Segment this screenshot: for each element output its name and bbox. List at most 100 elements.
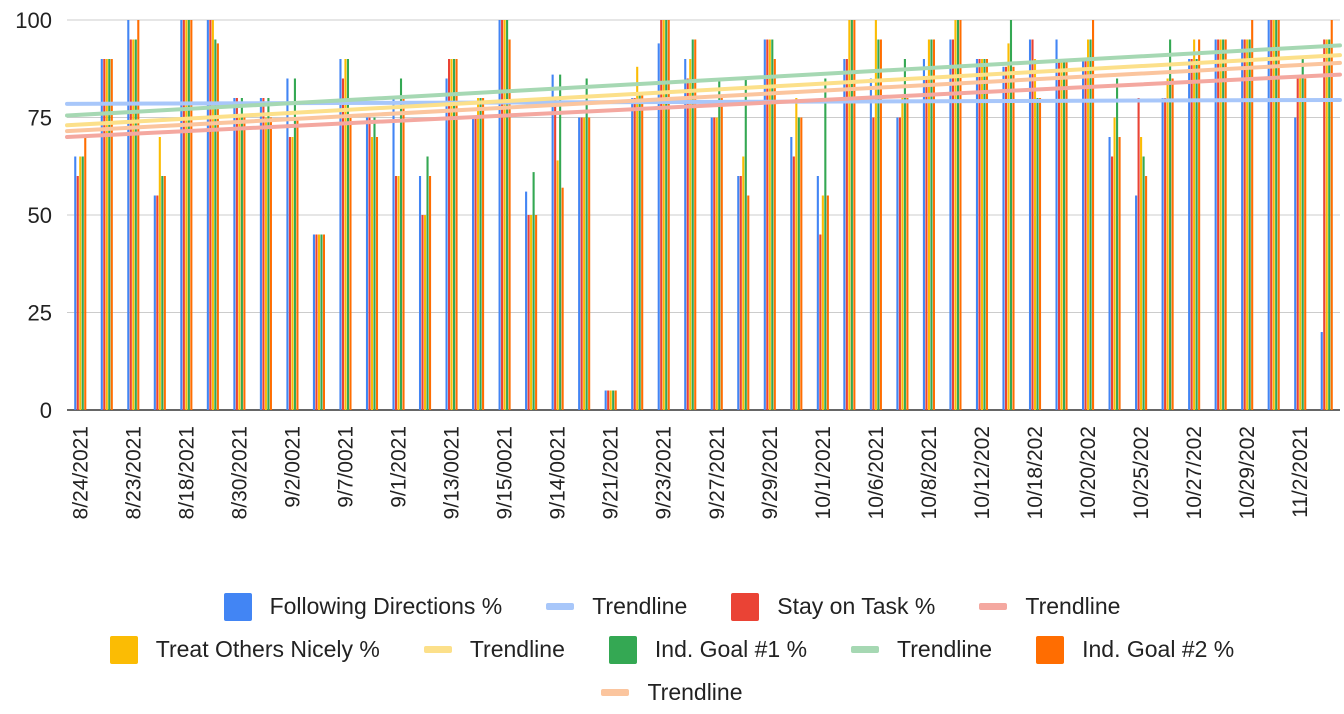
bar	[843, 59, 846, 410]
legend-item[interactable]: Trendline	[546, 593, 687, 620]
bar	[286, 78, 289, 410]
y-tick-label: 0	[40, 398, 52, 423]
bar	[209, 20, 212, 410]
bar	[103, 59, 106, 410]
bar	[79, 156, 82, 410]
bar	[315, 234, 318, 410]
x-tick-label: 9/27/2021	[706, 426, 729, 519]
gridlines	[67, 19, 1340, 411]
bar	[583, 117, 586, 410]
bar	[922, 59, 925, 410]
bar	[853, 20, 856, 410]
legend-item[interactable]: Trendline	[423, 636, 565, 663]
bar	[949, 39, 952, 410]
bar	[874, 20, 877, 410]
bar	[1084, 59, 1087, 410]
bar	[1137, 98, 1140, 410]
bar	[1304, 78, 1307, 410]
bar	[1188, 59, 1191, 410]
legend-item[interactable]: Ind. Goal #2 %	[1036, 635, 1235, 664]
legend-line-swatch	[601, 689, 630, 696]
legend-item[interactable]: Following Directions %	[223, 592, 502, 621]
bar	[824, 78, 827, 410]
bar	[240, 98, 243, 410]
bar	[631, 98, 634, 410]
bar	[206, 20, 209, 410]
bar	[426, 156, 429, 410]
bar	[235, 98, 238, 410]
bar	[187, 20, 190, 410]
bar	[344, 59, 347, 410]
y-tick-label: 75	[28, 106, 52, 131]
bar	[826, 195, 829, 410]
bar	[269, 117, 272, 410]
bar	[925, 78, 928, 410]
bar	[365, 117, 369, 410]
x-tick-label: 10/1/2021	[812, 426, 835, 519]
bar	[927, 39, 930, 410]
legend-item[interactable]: Treat Others Nicely %	[109, 635, 380, 664]
bar	[689, 59, 692, 410]
bar	[503, 20, 506, 410]
bar	[1065, 59, 1068, 410]
legend-line-swatch	[979, 603, 1008, 610]
bar	[1038, 98, 1042, 410]
x-tick-label: 9/29/2021	[759, 426, 782, 519]
bar	[293, 78, 296, 410]
legend-item[interactable]: Trendline	[851, 636, 992, 663]
bar	[975, 59, 979, 410]
bar	[1246, 39, 1249, 410]
legend-item[interactable]: Trendline	[601, 679, 743, 706]
bar	[848, 20, 851, 410]
bar	[1251, 20, 1254, 410]
bar	[956, 20, 959, 410]
bar	[1118, 137, 1121, 410]
y-tick-label: 25	[28, 301, 52, 326]
bar	[137, 20, 140, 410]
bar	[641, 94, 644, 410]
legend-label: Ind. Goal #1 %	[654, 636, 808, 662]
bar	[739, 176, 742, 410]
bar	[346, 59, 350, 410]
legend-swatch	[223, 592, 252, 621]
bar	[1004, 66, 1008, 411]
bar	[450, 59, 453, 410]
x-tick-label: 10/27/202	[1183, 426, 1206, 519]
legend-label: Ind. Goal #2 %	[1082, 636, 1235, 662]
bar	[373, 117, 376, 410]
bar	[402, 98, 405, 410]
bar	[713, 117, 716, 410]
legend-line-swatch	[546, 603, 575, 610]
bar	[896, 117, 899, 410]
bar	[397, 176, 400, 410]
bar	[588, 117, 591, 410]
bar	[612, 390, 615, 410]
legend-item[interactable]: Stay on Task %	[731, 592, 935, 621]
legend-line-swatch	[423, 646, 452, 653]
bar	[1277, 20, 1280, 410]
bar	[978, 59, 981, 410]
bar	[792, 156, 795, 410]
legend-label: Trendline	[592, 593, 688, 619]
bar	[869, 78, 872, 410]
bar	[1060, 59, 1063, 410]
legend-item[interactable]: Ind. Goal #1 %	[608, 635, 808, 664]
bar	[1028, 39, 1032, 410]
bar	[1270, 20, 1273, 410]
bar	[76, 176, 79, 410]
x-tick-label: 8/18/2021	[175, 426, 198, 519]
x-tick-label: 11/2/2021	[1289, 426, 1312, 518]
bar	[1190, 59, 1193, 410]
legend-item[interactable]: Trendline	[979, 593, 1120, 620]
bar	[660, 20, 663, 410]
bar	[556, 160, 559, 410]
bar	[211, 20, 214, 410]
x-tick-label: 10/25/202	[1130, 426, 1153, 519]
bar	[1328, 39, 1331, 410]
bar	[262, 98, 265, 410]
bar	[482, 98, 485, 410]
legend-swatch	[1036, 635, 1065, 664]
bar	[1296, 78, 1299, 410]
x-tick-label: 9/13/0021	[441, 426, 464, 519]
